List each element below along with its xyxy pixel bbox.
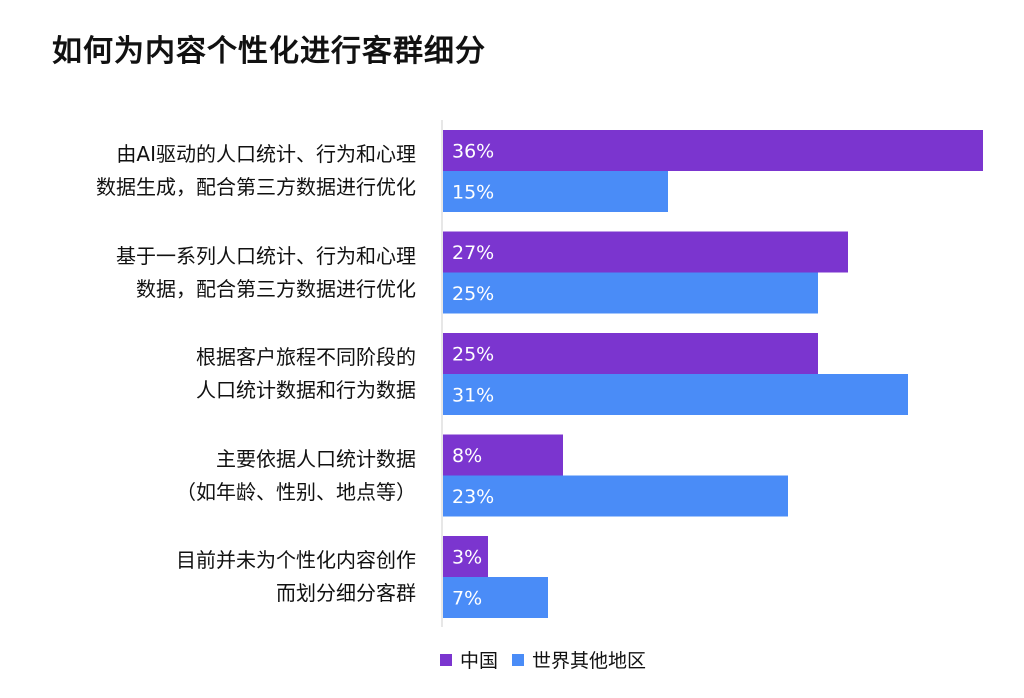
category-label-line: 由AI驱动的人口统计、行为和心理 xyxy=(116,142,416,166)
legend-label: 世界其他地区 xyxy=(532,650,647,672)
category-label-line: 目前并未为个性化内容创作 xyxy=(176,548,416,572)
category-label: 基于一系列人口统计、行为和心理数据，配合第三方数据进行优化 xyxy=(0,240,416,306)
legend-label: 中国 xyxy=(460,650,499,672)
bar-rest-of-world xyxy=(443,171,668,212)
category-label-line: 主要依据人口统计数据 xyxy=(216,446,416,471)
bar-value-label: 7% xyxy=(452,588,482,610)
category-label-line: 基于一系列人口统计、行为和心理 xyxy=(116,243,416,268)
bar-value-label: 31% xyxy=(452,385,494,407)
category-label-line: 而划分细分客群 xyxy=(276,581,416,605)
bar-rest-of-world xyxy=(443,374,908,415)
bar-china xyxy=(443,130,983,171)
legend-item: 世界其他地区 xyxy=(512,646,646,673)
legend-swatch xyxy=(512,653,525,666)
bar-china xyxy=(443,333,818,374)
legend-swatch xyxy=(440,653,452,666)
bar-value-label: 8% xyxy=(452,445,482,467)
bar-value-label: 36% xyxy=(452,141,494,163)
category-label-line: 根据客户旅程不同阶段的 xyxy=(196,345,416,369)
bar-china xyxy=(443,434,563,476)
bar-value-label: 25% xyxy=(452,344,494,366)
bar-value-label: 3% xyxy=(452,547,482,569)
chart-title: 如何为内容个性化进行客群细分 xyxy=(52,34,486,69)
category-label: 主要依据人口统计数据 （如年龄、性别、地点等） xyxy=(0,443,416,509)
bar-china xyxy=(443,536,488,577)
category-label-line: 数据，配合第三方数据进行优化 xyxy=(136,276,416,301)
category-label: 根据客户旅程不同阶段的 人口统计数据和行为数据 xyxy=(0,341,416,407)
bar-rest-of-world xyxy=(443,475,788,517)
bar-value-label: 25% xyxy=(452,283,494,305)
category-label: 由AI驱动的人口统计、行为和心理数据生成，配合第三方数据进行优化 xyxy=(0,138,416,204)
bar-china xyxy=(443,231,848,273)
legend: 中国 世界其他地区 xyxy=(440,646,660,673)
legend-item: 中国 xyxy=(440,646,498,673)
bar-value-label: 23% xyxy=(452,486,494,508)
bar-value-label: 27% xyxy=(452,242,494,264)
bar-rest-of-world xyxy=(443,272,818,314)
bar-value-label: 15% xyxy=(452,182,494,204)
category-label-line: 人口统计数据和行为数据 xyxy=(196,378,416,402)
category-label-line: 数据生成，配合第三方数据进行优化 xyxy=(96,175,416,199)
category-label-line: （如年龄、性别、地点等） xyxy=(176,479,416,504)
category-label: 目前并未为个性化内容创作而划分细分客群 xyxy=(0,544,416,610)
bar-rest-of-world xyxy=(443,577,548,618)
